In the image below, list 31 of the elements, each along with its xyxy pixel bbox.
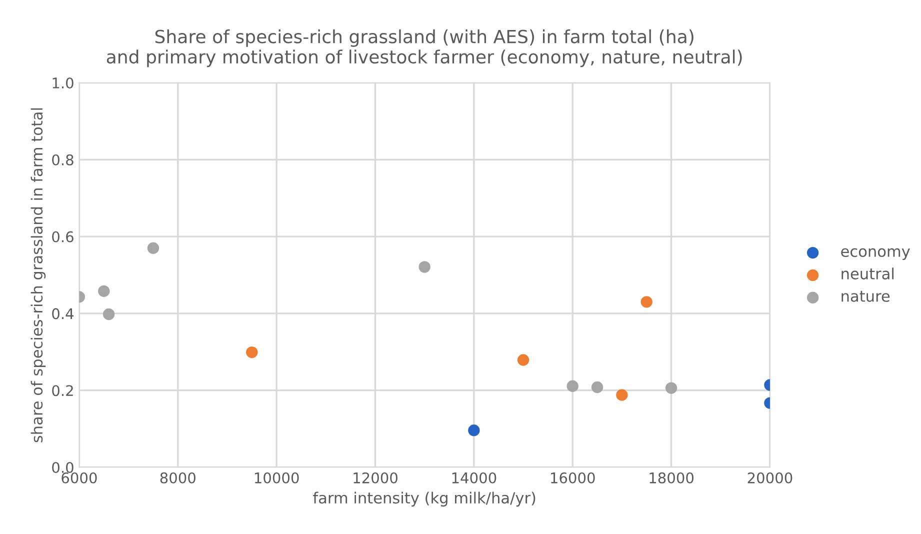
- point: [640, 296, 652, 308]
- point: [566, 380, 578, 392]
- point: [418, 261, 430, 273]
- x-tick-label: 16000: [551, 472, 595, 484]
- point: [246, 346, 258, 358]
- x-tick-label: 14000: [452, 472, 496, 484]
- point: [591, 381, 604, 394]
- x-tick-label: 10000: [254, 472, 299, 484]
- point: [98, 285, 110, 298]
- y-tick-label: 0.2: [52, 385, 73, 396]
- point: [665, 382, 678, 394]
- chart-title: Share of species-rich grassland (with AES) in farm total (ha) and primary motivation of livestock farmer (economy, nature, neutral): [106, 29, 742, 68]
- legend-label: neutral: [842, 268, 894, 280]
- x-axis-title: farm intensity (kg milk/ha/yr): [313, 492, 536, 507]
- legend-label: nature: [842, 290, 890, 302]
- y-axis-title: share of species-rich grassland in farm total: [30, 108, 46, 442]
- x-tick-label: 18000: [650, 472, 694, 484]
- y-tick-label: 0.8: [52, 154, 74, 166]
- y-tick-label: 1.0: [52, 77, 74, 89]
- point: [517, 354, 530, 366]
- point: [102, 308, 115, 320]
- x-tick-label: 6000: [62, 472, 97, 484]
- point: [147, 242, 160, 254]
- point: [616, 389, 628, 401]
- legend-label: economy: [841, 248, 910, 260]
- x-tick-label: 20000: [748, 472, 792, 484]
- x-tick-label: 12000: [354, 472, 398, 484]
- y-tick-label: 0.4: [52, 308, 74, 320]
- y-tick-label: 0.6: [52, 231, 74, 242]
- y-tick-label: 0.0: [52, 462, 74, 473]
- x-tick-label: 8000: [160, 472, 196, 484]
